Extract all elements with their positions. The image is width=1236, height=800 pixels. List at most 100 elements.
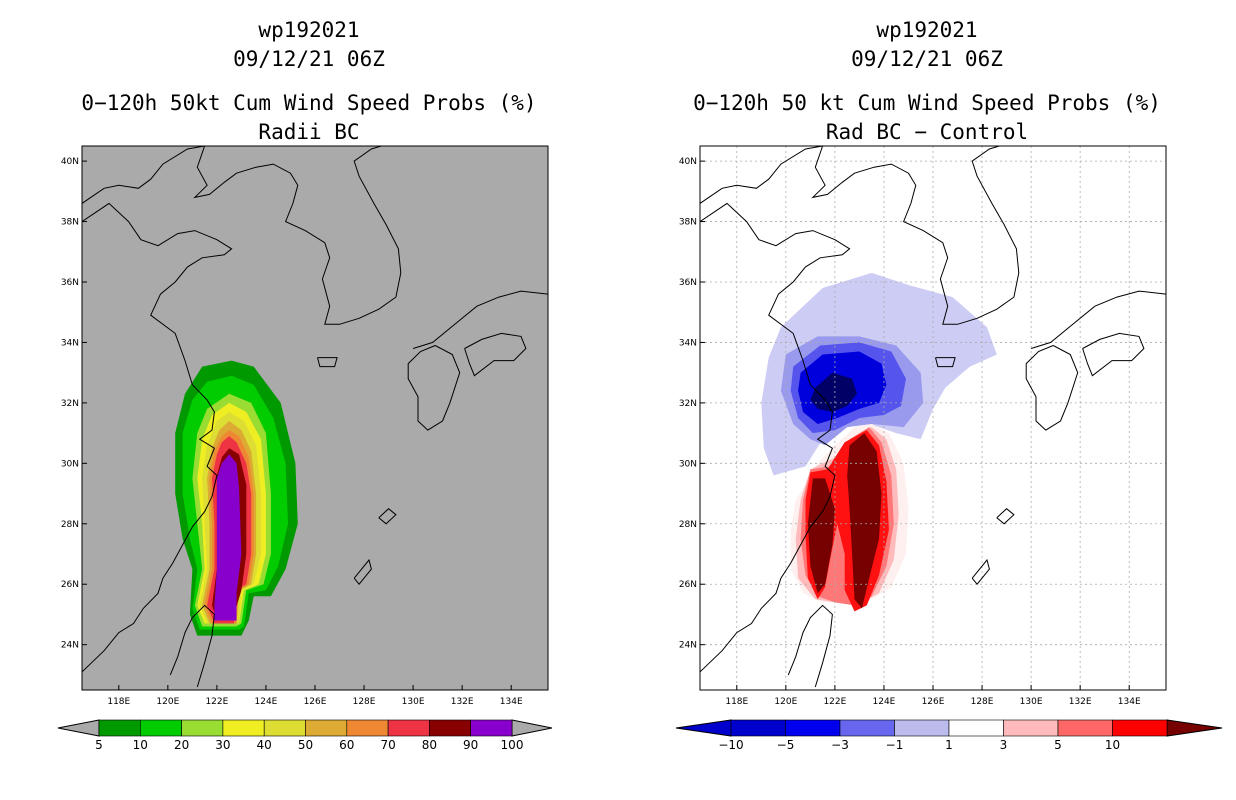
- right-title-line-1: wp192021: [876, 18, 978, 42]
- colorbar-swatch: [387, 719, 430, 737]
- coastline: [935, 357, 956, 368]
- colorbar-label: 10: [1105, 738, 1120, 752]
- contour-15-area: [847, 433, 882, 609]
- colorbar-label: 70: [380, 738, 395, 752]
- coastline: [412, 290, 548, 349]
- colorbar-swatch: [839, 719, 895, 737]
- y-tick-label: 30N: [61, 459, 79, 469]
- y-tick-label: 36N: [61, 278, 79, 288]
- y-tick-label: 24N: [61, 641, 79, 651]
- x-tick-label: 120E: [156, 697, 179, 707]
- y-tick-label: 28N: [679, 520, 697, 530]
- x-tick-label: 134E: [1118, 697, 1141, 707]
- y-tick-label: 24N: [679, 641, 697, 651]
- coastline: [1025, 345, 1079, 431]
- colorbar-label: 10: [133, 738, 148, 752]
- y-tick-label: 26N: [61, 580, 79, 590]
- colorbar-label: 60: [339, 738, 354, 752]
- x-tick-label: 130E: [402, 697, 425, 707]
- colorbar-label: −1: [886, 738, 904, 752]
- right-title-line-3: 0−120h 50 kt Cum Wind Speed Probs (%): [693, 91, 1161, 115]
- colorbar-swatch: [894, 719, 950, 737]
- x-tick-label: 132E: [451, 697, 474, 707]
- right-chart-svg: 118E 120E 122E 124E 126E 128E 130E 132E 134E 24N 2…: [675, 145, 1223, 752]
- contour-90-area: [214, 454, 242, 621]
- colorbar-right-arrow: [511, 719, 553, 737]
- y-tick-label: 38N: [61, 218, 79, 228]
- y-tick-label: 38N: [679, 218, 697, 228]
- coastline: [353, 558, 372, 585]
- colorbar-label: 100: [501, 738, 524, 752]
- colorbar-swatch: [140, 719, 182, 737]
- right-panel: wp192021 09/12/21 06Z 0−120h 50 kt Cum W…: [618, 0, 1236, 800]
- colorbar-swatch: [1003, 719, 1059, 737]
- colorbar-label: −5: [777, 738, 795, 752]
- contour-15-area: [807, 478, 835, 594]
- x-tick-label: 120E: [774, 697, 797, 707]
- coastline: [82, 146, 205, 204]
- left-title-line-2: 09/12/21 06Z: [233, 47, 385, 71]
- left-title-line-3: 0−120h 50kt Cum Wind Speed Probs (%): [81, 91, 537, 115]
- x-tick-label: 132E: [1069, 697, 1092, 707]
- right-title-line-4: Rad BC − Control: [825, 120, 1029, 144]
- x-tick-label: 126E: [304, 697, 327, 707]
- colorbar-right-arrow: [1166, 719, 1223, 737]
- colorbar-label: −10: [718, 738, 743, 752]
- coastline: [407, 345, 461, 431]
- coastline: [169, 604, 215, 688]
- y-tick-label: 34N: [679, 338, 697, 348]
- colorbar-label: −3: [831, 738, 849, 752]
- x-tick-label: 126E: [922, 697, 945, 707]
- colorbar-left-arrow: [57, 719, 100, 737]
- left-panel: wp192021 09/12/21 06Z 0−120h 50kt Cum Wi…: [57, 18, 553, 752]
- y-tick-label: 34N: [61, 338, 79, 348]
- colorbar-swatch: [305, 719, 348, 737]
- map-background: [82, 146, 548, 690]
- coastline: [317, 357, 338, 368]
- x-tick-label: 128E: [971, 697, 994, 707]
- colorbar-label: 80: [422, 738, 437, 752]
- y-tick-label: 36N: [679, 278, 697, 288]
- left-title-line-1: wp192021: [258, 18, 360, 42]
- colorbar-label: 3: [1000, 738, 1008, 752]
- y-tick-label: 26N: [679, 580, 697, 590]
- x-tick-label: 134E: [500, 697, 523, 707]
- colorbar-label: 40: [257, 738, 272, 752]
- colorbar-left-arrow: [675, 719, 732, 737]
- coastline: [1030, 290, 1166, 349]
- right-title-line-2: 09/12/21 06Z: [851, 47, 1003, 71]
- contour-neg15-area: [810, 372, 857, 412]
- x-tick-label: 128E: [353, 697, 376, 707]
- x-tick-label: 124E: [873, 697, 896, 707]
- colorbar-label: 20: [174, 738, 189, 752]
- x-tick-label: 124E: [255, 697, 278, 707]
- map-area: [700, 146, 1166, 690]
- coastline: [464, 332, 527, 377]
- colorbar-swatch: [785, 719, 841, 737]
- colorbar-label: 5: [1054, 738, 1062, 752]
- left-chart-svg: 118E 120E 122E 124E 126E 128E 130E 132E 134E 24N 2…: [57, 145, 553, 752]
- coastline: [811, 146, 1020, 325]
- coastline: [700, 146, 823, 204]
- colorbar-label: 90: [463, 738, 478, 752]
- colorbar-swatch: [346, 719, 389, 737]
- coastline: [996, 508, 1015, 525]
- coastline: [700, 202, 851, 673]
- coastline: [787, 604, 833, 688]
- x-tick-label: 118E: [107, 697, 130, 707]
- y-tick-label: 30N: [679, 459, 697, 469]
- colorbar-swatch: [263, 719, 306, 737]
- coastline: [378, 508, 397, 525]
- colorbar-label: 5: [95, 738, 103, 752]
- coastline: [971, 558, 990, 585]
- colorbar-swatch: [222, 719, 265, 737]
- colorbar-label: 50: [298, 738, 313, 752]
- colorbar-swatch: [470, 719, 513, 737]
- map-area: [82, 146, 548, 688]
- colorbar-swatch: [1112, 719, 1168, 737]
- y-tick-label: 40N: [61, 157, 79, 167]
- y-tick-label: 40N: [679, 157, 697, 167]
- coastline: [193, 146, 402, 325]
- y-tick-label: 32N: [679, 399, 697, 409]
- colorbar-swatch: [181, 719, 224, 737]
